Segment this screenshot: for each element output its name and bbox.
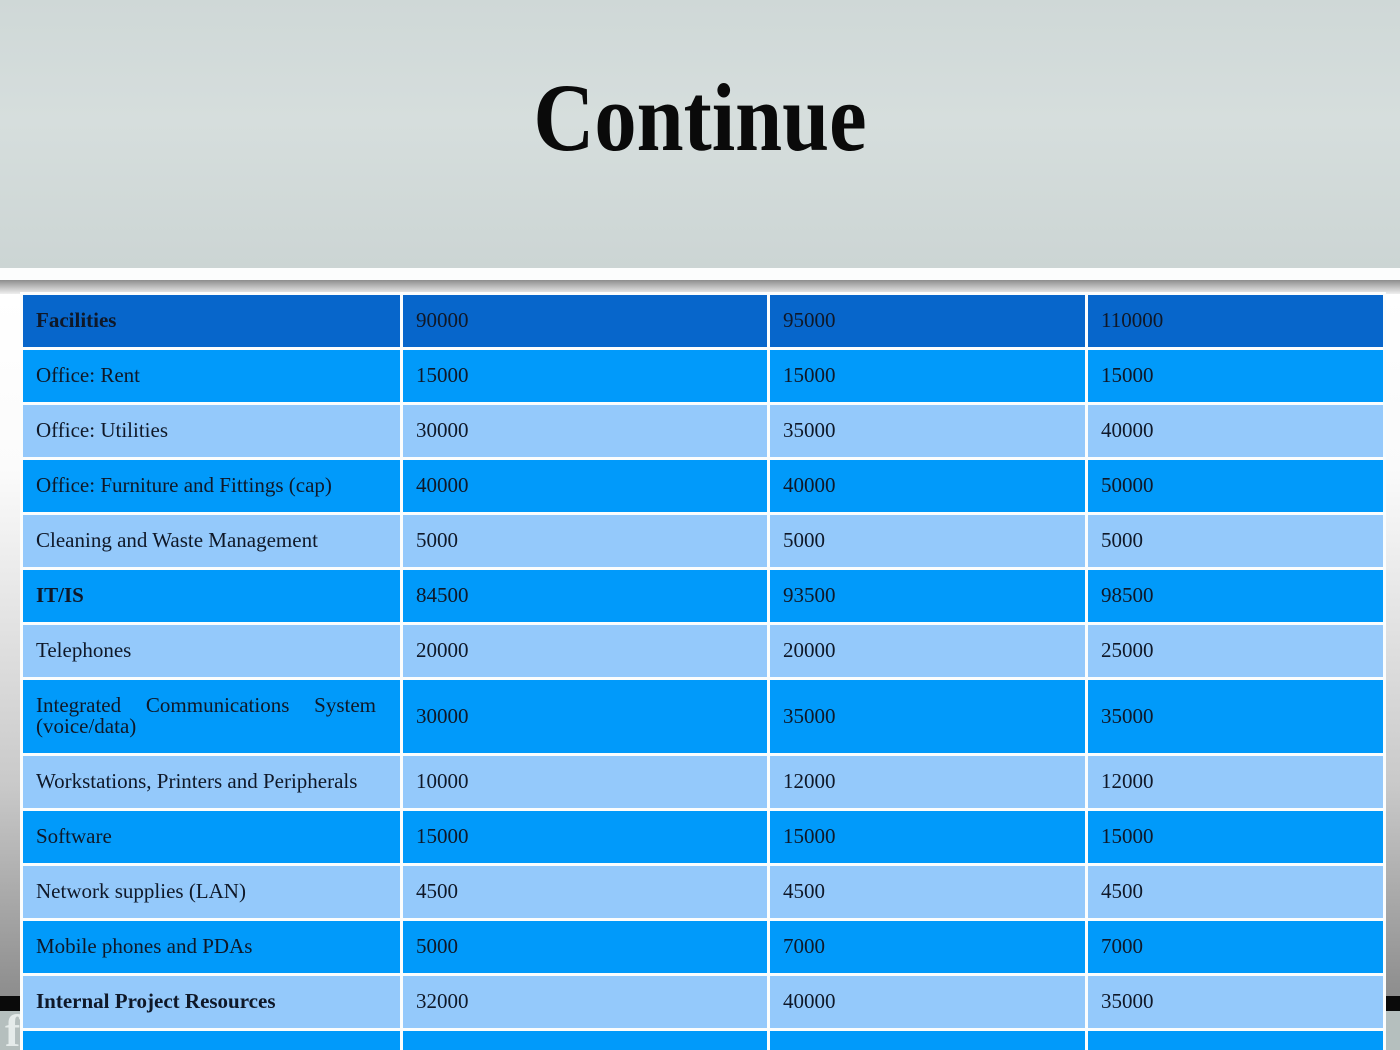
row-label-cell: Integrated Communications System (voice/… — [20, 677, 403, 756]
row-value-cell: 90000 — [400, 292, 770, 350]
row-value-cell: 15000 — [400, 807, 770, 866]
table-row: IT/IS 84500 93500 98500 — [20, 567, 1386, 625]
row-value-cell: 4500 — [767, 862, 1088, 921]
row-label-cell: IT/IS — [20, 567, 403, 625]
row-value-cell: 95000 — [767, 292, 1088, 350]
row-value-cell: 40000 — [767, 972, 1088, 1031]
row-value-cell: 35000 — [1085, 972, 1386, 1031]
row-value-cell: 15000 — [400, 347, 770, 405]
row-label-cell: Office: Furniture and Fittings (cap) — [20, 457, 403, 515]
table-row: Internal Project Resources 32000 40000 3500… — [20, 972, 1386, 1031]
row-label-cell: Software — [20, 807, 403, 866]
budget-table: Facilities 90000 95000 110000 Office: Rent 15… — [20, 292, 1386, 1050]
row-value-cell: 10000 — [400, 752, 770, 811]
slide-title: Continue — [533, 64, 867, 171]
row-value-cell: 25000 — [1085, 622, 1386, 680]
table-row: Network supplies (LAN) 4500 4500 4500 — [20, 862, 1386, 921]
row-value-cell: 20000 — [400, 622, 770, 680]
row-value-cell: 4500 — [1085, 862, 1386, 921]
table-row: Cleaning and Waste Management 5000 5000 500… — [20, 512, 1386, 570]
row-value-cell — [1085, 1027, 1386, 1050]
row-value-cell: 30000 — [400, 677, 770, 756]
table-row: Telephones 20000 20000 25000 — [20, 622, 1386, 680]
row-label-cell: Internal Project Resources — [20, 972, 403, 1031]
row-label-cell: Cleaning and Waste Management — [20, 512, 403, 570]
row-value-cell — [400, 1027, 770, 1050]
row-value-cell: 84500 — [400, 567, 770, 625]
budget-table-body: Facilities 90000 95000 110000 Office: Rent 15… — [20, 292, 1386, 1050]
table-row: Integrated Communications System (voice/… — [20, 677, 1386, 756]
row-value-cell: 40000 — [767, 457, 1088, 515]
table-row: Office: Rent 15000 15000 15000 — [20, 347, 1386, 405]
table-row — [20, 1027, 1386, 1050]
row-value-cell: 7000 — [767, 917, 1088, 976]
row-value-cell: 15000 — [767, 347, 1088, 405]
row-value-cell: 32000 — [400, 972, 770, 1031]
title-band: Continue — [0, 0, 1400, 268]
row-value-cell: 12000 — [1085, 752, 1386, 811]
row-value-cell: 20000 — [767, 622, 1088, 680]
row-value-cell: 40000 — [400, 457, 770, 515]
row-value-cell: 30000 — [400, 402, 770, 460]
row-label-cell: Mobile phones and PDAs — [20, 917, 403, 976]
row-value-cell: 40000 — [1085, 402, 1386, 460]
row-label-cell: Telephones — [20, 622, 403, 680]
row-label-cell — [20, 1027, 403, 1050]
row-value-cell: 15000 — [1085, 347, 1386, 405]
row-value-cell: 5000 — [400, 512, 770, 570]
row-label-cell: Network supplies (LAN) — [20, 862, 403, 921]
divider-white-band — [0, 268, 1400, 280]
divider-groove-band — [0, 280, 1400, 294]
row-value-cell: 35000 — [767, 677, 1088, 756]
row-value-cell: 35000 — [1085, 677, 1386, 756]
row-value-cell: 12000 — [767, 752, 1088, 811]
row-value-cell: 4500 — [400, 862, 770, 921]
row-label-cell: Office: Rent — [20, 347, 403, 405]
row-value-cell: 7000 — [1085, 917, 1386, 976]
row-value-cell: 93500 — [767, 567, 1088, 625]
row-label-cell: Office: Utilities — [20, 402, 403, 460]
table-row: Facilities 90000 95000 110000 — [20, 292, 1386, 350]
table-row: Software 15000 15000 15000 — [20, 807, 1386, 866]
row-value-cell: 5000 — [1085, 512, 1386, 570]
row-value-cell: 15000 — [767, 807, 1088, 866]
row-value-cell: 35000 — [767, 402, 1088, 460]
watermark-f-icon: f — [5, 1005, 21, 1050]
row-value-cell — [767, 1027, 1088, 1050]
table-row: Mobile phones and PDAs 5000 7000 7000 — [20, 917, 1386, 976]
row-value-cell: 5000 — [767, 512, 1088, 570]
row-label-cell: Workstations, Printers and Peripherals — [20, 752, 403, 811]
row-value-cell: 110000 — [1085, 292, 1386, 350]
row-label-cell: Facilities — [20, 292, 403, 350]
table-row: Workstations, Printers and Peripherals 10… — [20, 752, 1386, 811]
row-value-cell: 50000 — [1085, 457, 1386, 515]
table-row: Office: Furniture and Fittings (cap) 4000… — [20, 457, 1386, 515]
row-value-cell: 98500 — [1085, 567, 1386, 625]
row-value-cell: 5000 — [400, 917, 770, 976]
row-value-cell: 15000 — [1085, 807, 1386, 866]
table-row: Office: Utilities 30000 35000 40000 — [20, 402, 1386, 460]
